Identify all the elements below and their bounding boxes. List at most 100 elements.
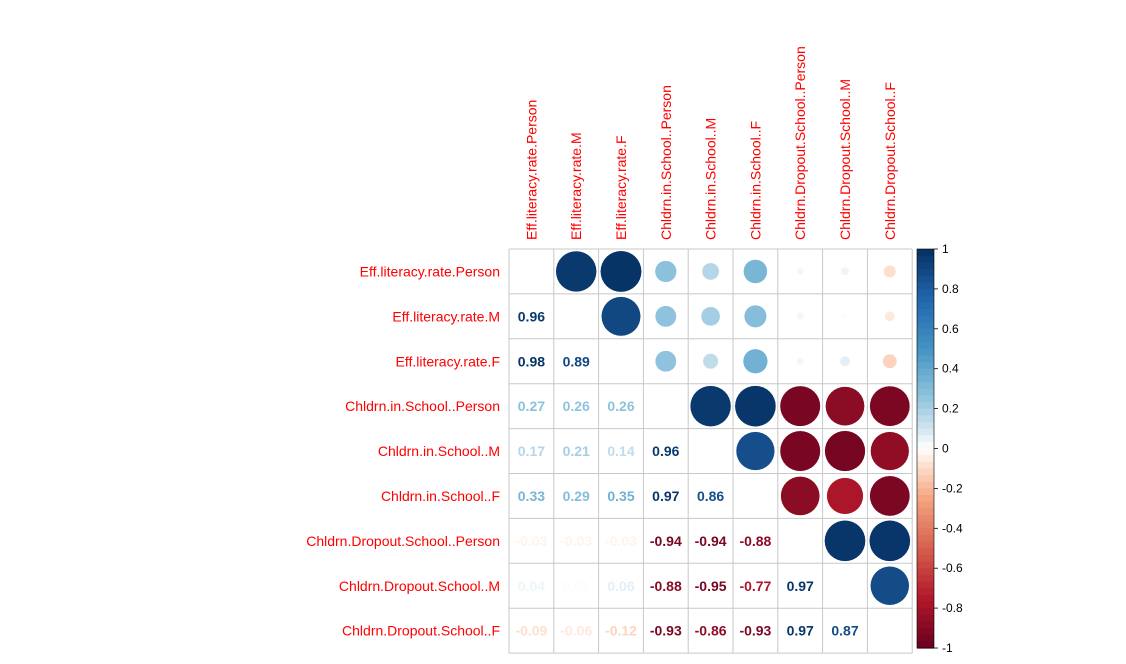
corr-value: -0.88 <box>650 578 682 594</box>
corr-value: 0.27 <box>518 398 545 414</box>
legend-gradient-segment <box>917 322 934 330</box>
legend-gradient-segment <box>917 554 934 563</box>
row-labels: Eff.literacy.rate.Person Eff.literacy.rat… <box>306 263 500 638</box>
corr-value: 0.97 <box>787 623 814 639</box>
corr-circle <box>742 348 769 374</box>
corr-value: 0.26 <box>607 398 634 414</box>
column-label: Chldrn.Dropout.School..Person <box>792 46 808 240</box>
legend-tick-label: 1 <box>942 242 949 256</box>
legend-gradient-segment <box>917 641 934 649</box>
corr-value: 0.29 <box>563 488 590 504</box>
corr-value: -0.03 <box>605 533 637 549</box>
legend-gradient-segment <box>917 441 934 450</box>
corr-value: -0.86 <box>695 623 727 639</box>
legend-tick-label: -0.2 <box>942 481 963 495</box>
corr-value: -0.94 <box>695 533 727 549</box>
corr-value: -0.95 <box>695 578 727 594</box>
legend-tick-label: -0.4 <box>942 521 963 535</box>
legend-gradient-segment <box>917 295 934 303</box>
corr-circle <box>824 430 866 472</box>
corr-circle <box>735 431 776 471</box>
legend-gradient-segment <box>917 395 934 403</box>
corr-circle <box>654 350 677 373</box>
legend-gradient-segment <box>917 614 934 622</box>
corr-circle <box>689 385 732 427</box>
corr-value: 0.04 <box>518 578 545 594</box>
corr-value: 0.33 <box>518 488 545 504</box>
corr-value: -0.77 <box>739 578 771 594</box>
corr-value: -0.93 <box>650 623 682 639</box>
legend-gradient-segment <box>917 268 934 277</box>
column-label: Eff.literacy.rate.F <box>613 135 629 240</box>
corr-value: 0.89 <box>563 353 590 369</box>
corr-circle <box>868 520 911 562</box>
corr-circle <box>869 475 911 517</box>
column-label: Chldrn.in.School..Person <box>658 85 674 240</box>
legend-gradient-segment <box>917 561 934 569</box>
legend-gradient-segment <box>917 282 934 290</box>
legend-gradient-segment <box>917 388 934 396</box>
legend-gradient-segment <box>917 262 934 270</box>
legend-gradient-segment <box>917 588 934 596</box>
row-label: Eff.literacy.rate.M <box>392 308 500 324</box>
column-labels: Eff.literacy.rate.Person Eff.literacy.rat… <box>523 46 897 240</box>
corr-circle <box>824 520 866 562</box>
corr-circle <box>780 476 821 516</box>
row-label: Eff.literacy.rate.F <box>395 353 500 369</box>
legend-gradient-segment <box>917 621 934 629</box>
legend-gradient-segment <box>917 249 934 257</box>
legend-gradient-segment <box>917 608 934 616</box>
corr-value: -0.06 <box>560 623 592 639</box>
corr-circle <box>654 260 677 283</box>
legend-gradient-segment <box>917 401 934 410</box>
legend-gradient-segment <box>917 288 934 297</box>
legend-gradient-segment <box>917 521 934 529</box>
row-label: Chldrn.in.School..M <box>378 443 500 459</box>
corr-value: 0.21 <box>563 443 590 459</box>
column-label: Chldrn.in.School..F <box>747 121 763 240</box>
legend-gradient-segment <box>917 568 934 576</box>
corr-value: 0.98 <box>518 353 545 369</box>
corr-value: -0.93 <box>739 623 771 639</box>
legend-gradient-segment <box>917 408 934 416</box>
legend-gradient-segment <box>917 375 934 383</box>
legend-gradient-segment <box>917 581 934 589</box>
corr-circle <box>870 431 910 471</box>
legend-gradient-segment <box>917 461 934 470</box>
legend-tick-label: 0.8 <box>942 282 959 296</box>
legend-gradient-segment <box>917 255 934 263</box>
corr-circle <box>734 385 777 427</box>
row-label: Chldrn.Dropout.School..Person <box>306 533 500 549</box>
color-legend: 1 0.8 0.6 0.4 0.2 0 -0.2 -0.4 -0.6 -0.8 -1 <box>916 242 963 655</box>
legend-tick-label: -0.6 <box>942 561 963 575</box>
legend-gradient-segment <box>917 342 934 350</box>
legend-gradient-segment <box>917 495 934 503</box>
corr-circle <box>825 386 865 427</box>
corr-value: -0.03 <box>560 533 592 549</box>
legend-gradient-segment <box>917 275 934 283</box>
legend-gradient-segment <box>917 501 934 509</box>
legend-gradient-segment <box>917 362 934 370</box>
legend-gradient-segment <box>917 382 934 390</box>
corr-value: -0.03 <box>515 533 547 549</box>
legend-tick-label: 0 <box>942 442 949 456</box>
column-label: Chldrn.in.School..M <box>703 118 719 240</box>
corr-circle <box>869 385 911 427</box>
legend-gradient-segment <box>917 328 934 337</box>
column-label: Chldrn.Dropout.School..F <box>882 82 898 240</box>
corr-circle <box>870 566 910 606</box>
legend-gradient-segment <box>917 594 934 603</box>
column-label: Eff.literacy.rate.Person <box>523 100 539 240</box>
legend-gradient-segment <box>917 534 934 543</box>
column-label: Chldrn.Dropout.School..M <box>837 79 853 240</box>
legend-gradient-segment <box>917 481 934 489</box>
corr-circle <box>600 250 642 293</box>
corr-value: -0.88 <box>739 533 771 549</box>
corr-circle <box>796 312 805 321</box>
corr-value: 0.97 <box>787 578 814 594</box>
corr-circle <box>702 353 719 370</box>
corr-value: 0.17 <box>518 443 545 459</box>
row-label: Chldrn.Dropout.School..F <box>342 623 500 639</box>
legend-gradient-segment <box>917 415 934 423</box>
